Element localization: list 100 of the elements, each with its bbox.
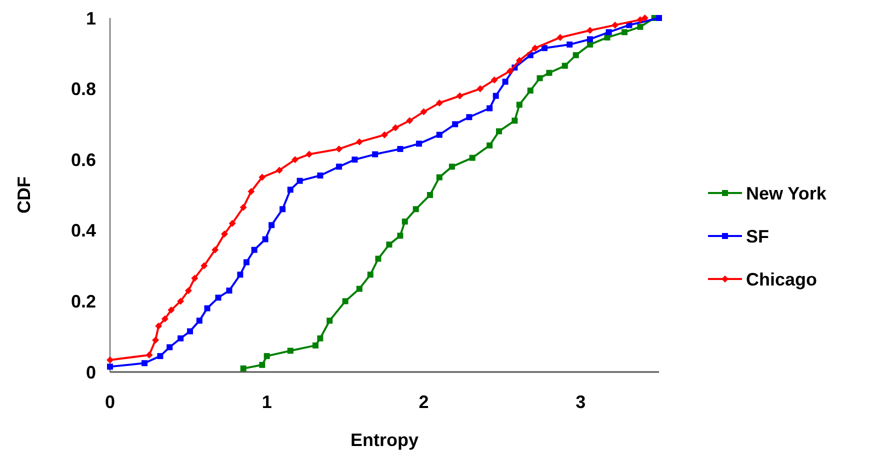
y-tick-label: 0.4 [70,220,96,241]
point [352,156,358,163]
point [412,206,419,212]
point [397,146,404,152]
point [262,236,268,242]
legend-label: New York [746,183,828,204]
point [276,166,283,174]
point [541,45,548,52]
point [166,344,173,350]
point [336,164,342,170]
point [502,78,508,85]
point [287,186,294,193]
point [572,52,579,58]
point [392,124,399,132]
point [306,150,313,158]
legend-label: SF [746,226,770,246]
point [240,204,247,211]
point [178,335,184,342]
point [146,352,153,359]
x-axis-title: Entropy [350,430,419,450]
point [486,105,493,112]
point [586,36,593,42]
point [536,75,543,82]
point [452,121,458,128]
point [317,335,324,342]
point [381,131,388,138]
y-axis-title: CDF [14,176,34,214]
point [226,288,232,294]
point [296,178,303,184]
point [168,306,175,314]
point [641,14,648,22]
point [280,206,286,212]
point [243,259,250,266]
point [637,24,644,30]
y-tick-label: 1 [86,8,96,28]
legend-label: Chicago [746,269,818,290]
point [317,172,324,179]
point [466,114,472,120]
point [228,220,236,227]
point [586,42,593,48]
x-tick-label: 0 [104,392,116,412]
point [200,262,208,270]
y-tick-label: 0.2 [70,292,96,312]
point [142,360,148,366]
point [656,15,662,21]
point [196,318,202,324]
point [375,256,382,262]
point [604,34,610,40]
point [177,298,184,305]
point [416,140,422,147]
point [486,142,493,148]
point [527,88,534,94]
x-tick-label: 3 [576,392,586,412]
point [506,68,514,75]
point [215,294,222,301]
point [240,365,246,372]
point [155,322,162,330]
point [107,364,113,370]
point [326,318,333,324]
point [532,44,539,52]
point [336,145,343,152]
point [436,132,442,138]
point [237,272,244,278]
point [356,286,362,292]
point [367,272,374,278]
point [586,26,594,34]
point [259,362,266,368]
y-tick-label: 0 [86,362,96,382]
y-tick-label: 0.8 [70,79,96,100]
point [152,336,159,344]
point [516,56,523,64]
point [562,62,568,69]
point [292,156,299,164]
point [456,92,464,100]
point [476,85,484,92]
x-tick-label: 2 [418,392,429,412]
point [490,76,498,84]
x-tick-label: 1 [262,392,272,412]
point [512,118,518,124]
point [106,356,114,364]
y-tick-label: 0.6 [70,150,96,170]
point [157,353,164,360]
point [186,328,193,334]
point [621,29,628,36]
point [636,16,644,24]
point [372,151,378,158]
point [397,232,404,239]
point [420,108,428,116]
point [248,188,255,195]
point [251,246,258,253]
point [612,22,619,29]
point [191,274,198,282]
point [606,29,612,36]
point [312,342,318,348]
point [287,348,294,354]
point [402,218,408,225]
point [406,117,414,124]
point [516,102,522,108]
point [546,70,552,76]
point [184,287,192,294]
